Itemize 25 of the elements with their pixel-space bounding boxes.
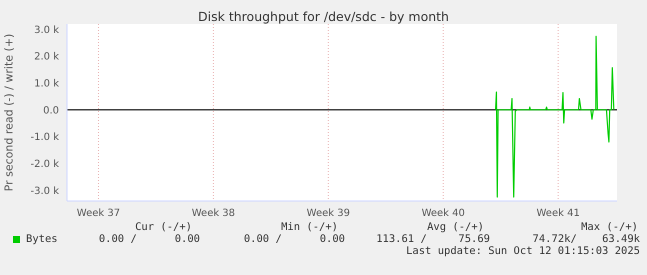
y-tick-label: -2.0 k (30, 159, 60, 170)
y-axis-title: Pr second read (-) / write (+) (2, 34, 16, 192)
x-tick-label: Week 40 (422, 208, 465, 220)
chart-title: Disk throughput for /dev/sdc - by month (197, 9, 450, 24)
text: 0.00 / 0.00 (98, 233, 200, 245)
x-tick-label: Week 41 (536, 208, 580, 220)
text: 0.00 / 0.00 (244, 233, 345, 245)
y-tick-label: 2.0 k (34, 52, 60, 63)
x-tick-label: Week 39 (306, 208, 350, 220)
text: Min (-/+) (281, 221, 338, 233)
x-tick-label: Week 38 (192, 208, 236, 220)
y-tick-label: 0.0 (43, 105, 59, 116)
text: Last update: Sun Oct 12 01:15:03 2025 (406, 245, 640, 257)
text: Max (-/+) (581, 221, 638, 233)
y-tick-label: 3.0 k (34, 24, 60, 36)
legend-label: Bytes (26, 233, 58, 245)
x-tick-label: Week 37 (76, 208, 120, 220)
text: 74.72k/ 63.49k (532, 233, 640, 245)
line-series (494, 36, 614, 198)
y-tick-label: -1.0 k (30, 132, 60, 144)
text: Avg (-/+) (427, 221, 484, 233)
y-tick-label: -3.0 k (30, 186, 60, 197)
text: 113.61 / 75.69 (376, 233, 490, 245)
y-tick-label: 1.0 k (34, 78, 60, 90)
text: Cur (-/+) (135, 221, 192, 233)
